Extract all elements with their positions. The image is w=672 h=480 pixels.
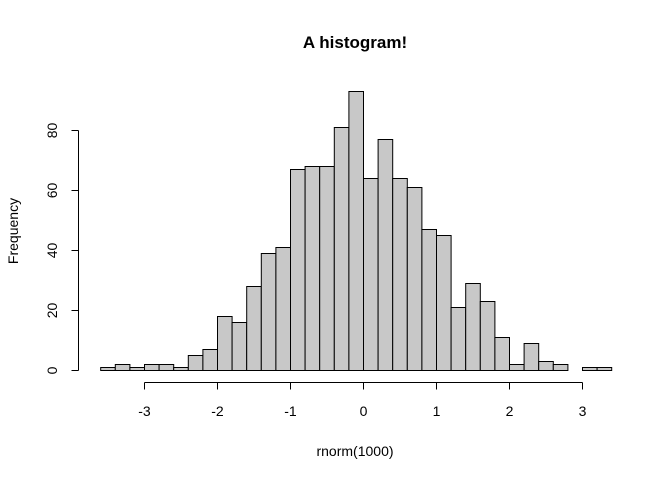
histogram-bar xyxy=(246,286,262,371)
histogram-bar xyxy=(290,169,306,371)
histogram-bar xyxy=(523,343,540,371)
histogram-bar xyxy=(304,166,321,371)
histogram-bar xyxy=(494,337,510,371)
histogram-bar xyxy=(173,367,189,371)
histogram-bar xyxy=(100,367,116,371)
histogram-bar xyxy=(260,253,277,371)
histogram-bar xyxy=(450,307,467,371)
histogram-bar xyxy=(144,364,160,371)
histogram-bar xyxy=(421,229,437,371)
histogram-bar xyxy=(392,178,408,371)
chart-title: A histogram! xyxy=(303,33,407,52)
x-tick-label: 1 xyxy=(433,403,441,419)
histogram-bar xyxy=(319,166,335,371)
y-tick-label: 60 xyxy=(44,183,60,199)
histogram-bar xyxy=(552,364,569,371)
y-tick-label: 80 xyxy=(44,123,60,139)
histogram-bar xyxy=(582,367,598,371)
histogram-bar xyxy=(406,187,423,371)
x-tick-label: 2 xyxy=(506,403,514,419)
x-tick-label: 0 xyxy=(360,403,368,419)
x-tick-label: -3 xyxy=(138,403,151,419)
histogram-bar xyxy=(377,139,394,371)
x-axis-label: rnorm(1000) xyxy=(316,443,393,459)
y-axis: 0 20 40 60 80 xyxy=(44,123,79,374)
histogram-bar xyxy=(275,247,291,371)
y-tick-label: 40 xyxy=(44,243,60,259)
histogram-bar xyxy=(465,283,481,371)
bars-group xyxy=(100,91,613,371)
histogram-bar xyxy=(538,361,554,371)
histogram-bar xyxy=(231,322,248,371)
histogram-bar xyxy=(129,367,145,371)
histogram-bar xyxy=(158,364,175,371)
histogram-bar xyxy=(348,91,364,371)
y-tick-label: 0 xyxy=(44,366,60,374)
histogram-bar xyxy=(363,178,379,371)
x-tick-label: -2 xyxy=(211,403,224,419)
histogram-bar xyxy=(217,316,233,371)
histogram-bar xyxy=(436,235,452,371)
x-tick-label: -1 xyxy=(284,403,297,419)
histogram-bar xyxy=(509,364,525,371)
histogram-bar xyxy=(333,127,350,371)
histogram-bar xyxy=(114,364,131,371)
x-axis: -3 -2 -1 0 1 2 3 xyxy=(138,382,587,419)
x-tick-label: 3 xyxy=(579,403,587,419)
y-axis-label: Frequency xyxy=(5,198,21,264)
histogram-bar xyxy=(202,349,218,371)
histogram-bar xyxy=(596,367,613,371)
y-tick-label: 20 xyxy=(44,303,60,319)
histogram-bar xyxy=(479,301,496,371)
histogram-bar xyxy=(187,355,204,371)
